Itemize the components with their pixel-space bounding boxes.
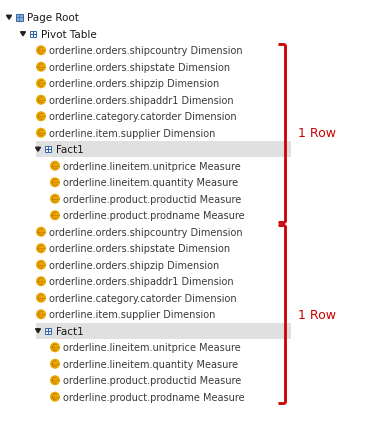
Text: orderline.orders.shipcountry Dimension: orderline.orders.shipcountry Dimension xyxy=(49,46,243,56)
Circle shape xyxy=(50,178,60,188)
Text: orderline.orders.shipzip Dimension: orderline.orders.shipzip Dimension xyxy=(49,260,219,270)
Bar xyxy=(15,15,22,22)
Text: orderline.category.catorder Dimension: orderline.category.catorder Dimension xyxy=(49,112,236,122)
Circle shape xyxy=(50,392,60,402)
Text: orderline.lineitem.quantity Measure: orderline.lineitem.quantity Measure xyxy=(63,178,238,188)
Circle shape xyxy=(36,46,46,56)
Text: orderline.product.productid Measure: orderline.product.productid Measure xyxy=(63,194,241,204)
Text: orderline.item.supplier Dimension: orderline.item.supplier Dimension xyxy=(49,129,216,138)
Text: Pivot Table: Pivot Table xyxy=(41,30,97,40)
Circle shape xyxy=(36,95,46,106)
Bar xyxy=(36,142,291,158)
Text: orderline.category.catorder Dimension: orderline.category.catorder Dimension xyxy=(49,293,236,303)
Bar xyxy=(30,32,36,37)
Circle shape xyxy=(36,112,46,122)
Circle shape xyxy=(50,161,60,171)
Circle shape xyxy=(50,359,60,369)
Circle shape xyxy=(36,293,46,303)
Text: 1 Row: 1 Row xyxy=(298,127,336,140)
Text: orderline.orders.shipstate Dimension: orderline.orders.shipstate Dimension xyxy=(49,244,230,253)
Circle shape xyxy=(36,129,46,138)
Text: orderline.product.prodname Measure: orderline.product.prodname Measure xyxy=(63,392,245,402)
Polygon shape xyxy=(7,16,12,20)
Text: orderline.orders.shipaddr1 Dimension: orderline.orders.shipaddr1 Dimension xyxy=(49,276,234,287)
Bar xyxy=(45,147,51,153)
Text: 1 Row: 1 Row xyxy=(298,308,336,321)
Circle shape xyxy=(36,227,46,237)
Text: orderline.orders.shipcountry Dimension: orderline.orders.shipcountry Dimension xyxy=(49,227,243,237)
Polygon shape xyxy=(36,148,41,152)
Text: orderline.product.prodname Measure: orderline.product.prodname Measure xyxy=(63,211,245,221)
Circle shape xyxy=(50,194,60,204)
Circle shape xyxy=(50,375,60,386)
Circle shape xyxy=(36,63,46,72)
Text: orderline.item.supplier Dimension: orderline.item.supplier Dimension xyxy=(49,310,216,320)
Bar xyxy=(45,328,51,334)
Text: Fact1: Fact1 xyxy=(56,326,84,336)
Circle shape xyxy=(36,276,46,287)
Circle shape xyxy=(36,79,46,89)
Circle shape xyxy=(36,260,46,270)
Circle shape xyxy=(36,244,46,253)
Text: orderline.orders.shipzip Dimension: orderline.orders.shipzip Dimension xyxy=(49,79,219,89)
Text: orderline.lineitem.unitprice Measure: orderline.lineitem.unitprice Measure xyxy=(63,161,241,171)
Circle shape xyxy=(50,211,60,221)
Bar xyxy=(36,323,291,339)
Text: orderline.product.productid Measure: orderline.product.productid Measure xyxy=(63,375,241,386)
Polygon shape xyxy=(36,329,41,333)
Text: orderline.orders.shipstate Dimension: orderline.orders.shipstate Dimension xyxy=(49,63,230,72)
Text: orderline.lineitem.quantity Measure: orderline.lineitem.quantity Measure xyxy=(63,359,238,369)
Circle shape xyxy=(50,343,60,352)
Text: orderline.orders.shipaddr1 Dimension: orderline.orders.shipaddr1 Dimension xyxy=(49,95,234,106)
Text: Page Root: Page Root xyxy=(27,13,79,23)
Text: orderline.lineitem.unitprice Measure: orderline.lineitem.unitprice Measure xyxy=(63,343,241,352)
Circle shape xyxy=(36,310,46,320)
Text: Fact1: Fact1 xyxy=(56,145,84,155)
Polygon shape xyxy=(21,33,26,37)
